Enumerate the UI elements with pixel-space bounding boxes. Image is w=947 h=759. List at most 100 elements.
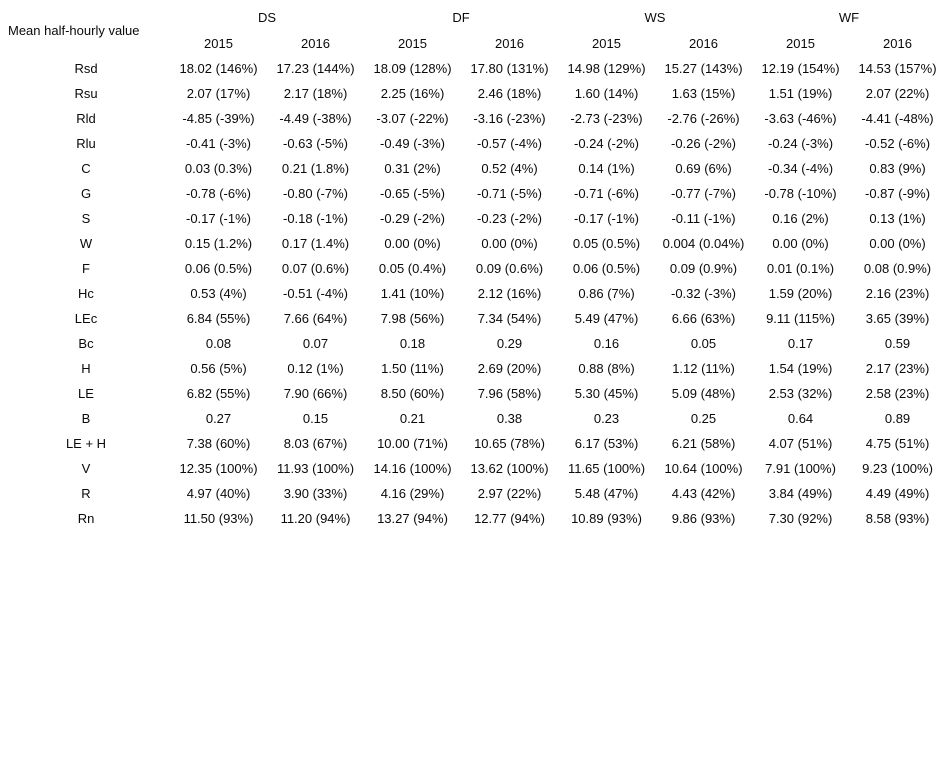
value-cell: 2.17 (18%)	[283, 86, 348, 101]
row-label: V	[81, 461, 91, 476]
table-row: Bc 0.08 0.07 0.18 0.29 0.16 0.05 0.17 0.59	[2, 331, 946, 356]
value-cell: -0.41 (-3%)	[185, 136, 252, 151]
value-cell: 7.30 (92%)	[768, 511, 833, 526]
value-cell: 2.07 (17%)	[186, 86, 251, 101]
value-cell: -4.85 (-39%)	[182, 111, 255, 126]
table-row: LEc 6.84 (55%) 7.66 (64%) 7.98 (56%) 7.34 (5…	[2, 306, 946, 331]
table-row: Hc 0.53 (4%) -0.51 (-4%) 1.41 (10%) 2.12 (16…	[2, 281, 946, 306]
year-header: 2016	[883, 35, 912, 51]
value-cell: -4.41 (-48%)	[861, 111, 934, 126]
value-cell: -0.26 (-2%)	[670, 136, 737, 151]
value-cell: 10.65 (78%)	[474, 436, 545, 451]
value-cell: 11.50 (93%)	[183, 511, 254, 526]
value-cell: -0.17 (-1%)	[573, 211, 640, 226]
value-cell: 9.86 (93%)	[671, 511, 736, 526]
value-cell: -0.23 (-2%)	[476, 211, 543, 226]
value-cell: 0.00 (0%)	[772, 236, 829, 251]
value-cell: 13.62 (100%)	[470, 461, 549, 476]
value-cell: -0.65 (-5%)	[379, 186, 446, 201]
value-cell: 1.59 (20%)	[768, 286, 833, 301]
value-cell: 5.30 (45%)	[574, 386, 639, 401]
row-label: Bc	[78, 336, 94, 351]
year-header: 2015	[398, 35, 427, 51]
value-cell: 0.05 (0.5%)	[572, 236, 641, 251]
value-cell: -0.18 (-1%)	[282, 211, 349, 226]
table-row: F 0.06 (0.5%) 0.07 (0.6%) 0.05 (0.4%) 0.09 (…	[2, 256, 946, 281]
value-cell: 0.88 (8%)	[578, 361, 635, 376]
value-cell: 0.69 (6%)	[675, 161, 732, 176]
table-row: Rlu -0.41 (-3%) -0.63 (-5%) -0.49 (-3%) -0.5…	[2, 131, 946, 156]
value-cell: -0.34 (-4%)	[768, 161, 834, 176]
value-cell: -0.24 (-2%)	[573, 136, 640, 151]
value-cell: 1.51 (19%)	[768, 86, 833, 101]
row-label: Rlu	[76, 136, 96, 151]
value-cell: 4.16 (29%)	[380, 486, 445, 501]
value-cell: 0.59	[884, 336, 911, 351]
value-cell: 0.06 (0.5%)	[184, 261, 253, 276]
table-row: Rsu 2.07 (17%) 2.17 (18%) 2.25 (16%) 2.46 (1…	[2, 81, 946, 106]
value-cell: 1.41 (10%)	[380, 286, 445, 301]
row-label: Rn	[77, 511, 95, 526]
value-cell: 18.02 (146%)	[179, 61, 258, 76]
year-header: 2016	[689, 35, 718, 51]
row-label: F	[82, 261, 90, 276]
value-cell: 0.52 (4%)	[481, 161, 538, 176]
value-cell: 5.49 (47%)	[574, 311, 639, 326]
value-cell: 0.07 (0.6%)	[281, 261, 350, 276]
value-cell: 2.97 (22%)	[477, 486, 542, 501]
value-cell: 0.12 (1%)	[287, 361, 344, 376]
value-cell: 12.77 (94%)	[474, 511, 545, 526]
value-cell: 8.58 (93%)	[865, 511, 930, 526]
value-cell: 13.27 (94%)	[377, 511, 448, 526]
value-cell: 7.34 (54%)	[477, 311, 542, 326]
value-cell: 0.21	[399, 411, 426, 426]
row-label: LE	[78, 386, 94, 401]
value-cell: 1.12 (11%)	[672, 361, 735, 376]
value-cell: 0.06 (0.5%)	[572, 261, 641, 276]
value-cell: 0.004 (0.04%)	[662, 236, 745, 251]
table-row: H 0.56 (5%) 0.12 (1%) 1.50 (11%) 2.69 (20%) 0…	[2, 356, 946, 381]
value-cell: -4.49 (-38%)	[279, 111, 352, 126]
corner-label: Mean half-hourly value	[8, 23, 140, 38]
value-cell: 14.53 (157%)	[858, 61, 937, 76]
value-cell: 4.07 (51%)	[768, 436, 833, 451]
value-cell: 0.15 (1.2%)	[184, 236, 253, 251]
value-cell: 0.14 (1%)	[578, 161, 635, 176]
paper-table-page: Mean half-hourly value DS DF WS WF 2015 2…	[0, 5, 947, 759]
value-cell: 4.97 (40%)	[186, 486, 251, 501]
row-label: Rsd	[74, 61, 98, 76]
value-cell: 0.03 (0.3%)	[184, 161, 253, 176]
value-cell: 7.91 (100%)	[765, 461, 836, 476]
row-label: G	[80, 186, 92, 201]
row-label: R	[81, 486, 91, 501]
table-row: LE + H 7.38 (60%) 8.03 (67%) 10.00 (71%) 10.…	[2, 431, 946, 456]
value-cell: 6.21 (58%)	[671, 436, 736, 451]
value-cell: -2.73 (-23%)	[570, 111, 643, 126]
value-cell: 0.05	[690, 336, 717, 351]
value-cell: 14.16 (100%)	[373, 461, 452, 476]
row-label: LE + H	[65, 436, 107, 451]
value-cell: 2.46 (18%)	[477, 86, 542, 101]
value-cell: -0.17 (-1%)	[185, 211, 252, 226]
row-label: Rsu	[74, 86, 98, 101]
value-cell: 6.84 (55%)	[186, 311, 251, 326]
value-cell: 7.66 (64%)	[283, 311, 348, 326]
value-cell: 3.65 (39%)	[865, 311, 930, 326]
value-cell: 0.38	[496, 411, 523, 426]
value-cell: -0.11 (-1%)	[671, 211, 736, 226]
year-header: 2016	[301, 35, 330, 51]
table-row: B 0.27 0.15 0.21 0.38 0.23 0.25 0.64 0.89	[2, 406, 946, 431]
value-cell: 0.13 (1%)	[869, 211, 926, 226]
value-cell: 5.48 (47%)	[574, 486, 639, 501]
year-header-row: 2015 2016 2015 2016 2015 2016 2015 2016	[2, 30, 946, 56]
table-row: W 0.15 (1.2%) 0.17 (1.4%) 0.00 (0%) 0.00 (0%…	[2, 231, 946, 256]
value-cell: -0.78 (-10%)	[764, 186, 837, 201]
row-label: B	[81, 411, 91, 426]
value-cell: 0.18	[399, 336, 426, 351]
value-cell: 15.27 (143%)	[664, 61, 743, 76]
mean-half-hourly-value-table: Mean half-hourly value DS DF WS WF 2015 2…	[2, 5, 946, 531]
value-cell: 0.16 (2%)	[772, 211, 829, 226]
value-cell: 0.64	[787, 411, 814, 426]
year-header: 2015	[786, 35, 815, 51]
value-cell: 7.90 (66%)	[283, 386, 348, 401]
